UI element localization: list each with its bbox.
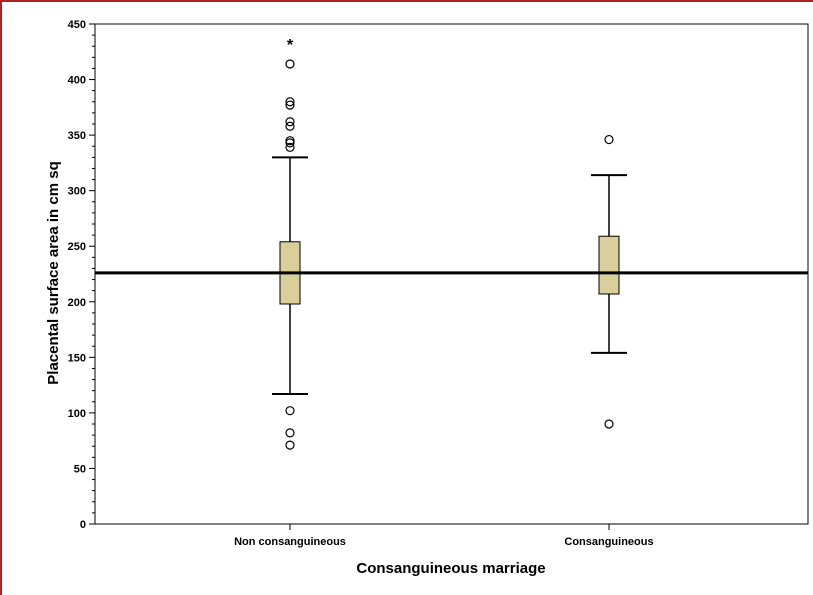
y-tick-label: 300 [68,186,86,198]
y-axis-title: Placental surface area in cm sq [45,161,62,384]
outlier-point [285,121,295,131]
x-category-label: Consanguineous [564,536,653,548]
outlier-point [604,134,614,145]
outlier-point [285,100,295,110]
x-axis: Non consanguineous Consanguineous [234,524,654,548]
outlier-point [285,428,295,438]
iqr-box [598,235,620,295]
y-tick-label: 100 [68,408,86,420]
x-axis-title: Consanguineous marriage [356,560,545,577]
outlier-point [285,117,295,127]
y-tick-label: 50 [74,463,86,475]
y-tick-label: 150 [68,352,86,364]
extreme-point: * [287,37,294,54]
x-category-label: Non consanguineous [234,536,346,548]
outlier-point [285,142,295,152]
outlier-point [604,419,614,429]
outlier-point [285,406,295,416]
y-tick-label: 400 [68,75,86,87]
y-tick-label: 200 [68,297,86,309]
y-tick-label: 0 [80,519,86,531]
outlier-point [285,97,295,107]
y-tick-label: 450 [68,19,86,31]
outlier-point [285,440,295,450]
y-tick-label: 250 [68,241,86,253]
y-tick-label: 350 [68,130,86,142]
outlier-point [285,138,295,148]
outlier-point [285,59,295,69]
y-axis: 0 50 100 150 200 250 300 350 400 450 [68,19,96,531]
